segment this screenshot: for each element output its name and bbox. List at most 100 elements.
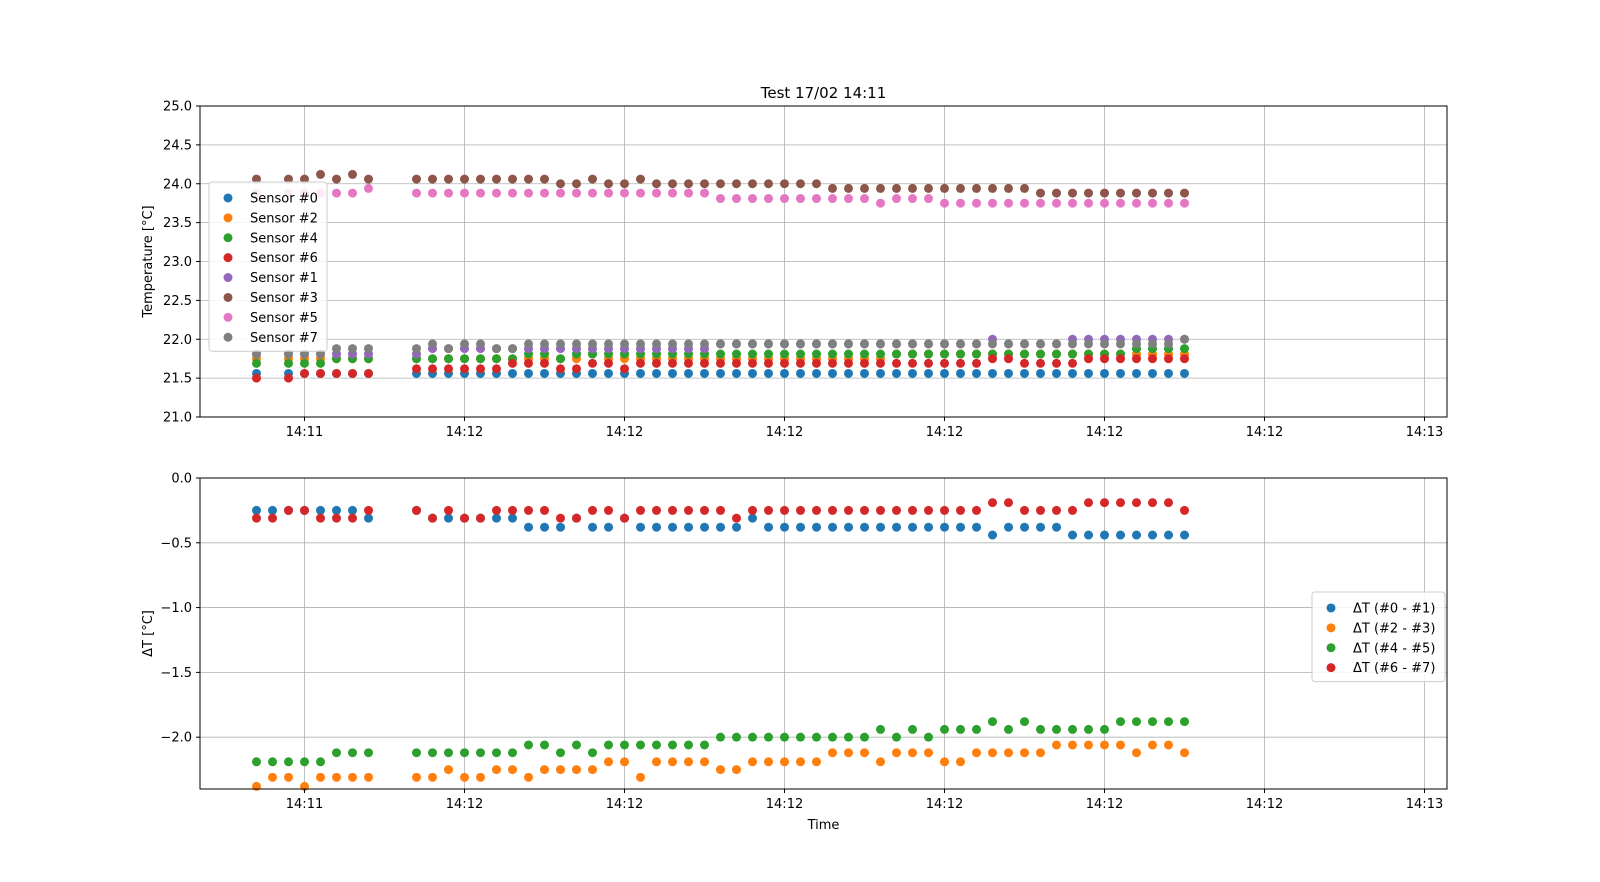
data-point [860, 368, 869, 378]
data-point [988, 748, 997, 758]
data-point [572, 179, 581, 189]
data-point [428, 354, 437, 364]
data-point [1052, 368, 1061, 378]
data-point [1100, 368, 1109, 378]
data-point [1004, 522, 1013, 532]
data-point [636, 522, 645, 532]
data-point [1036, 349, 1045, 359]
data-point [684, 740, 693, 750]
data-point [908, 358, 917, 368]
data-point [1132, 198, 1141, 208]
data-point [668, 179, 677, 189]
data-point [780, 368, 789, 378]
data-point [924, 358, 933, 368]
data-point [716, 368, 725, 378]
data-point [524, 358, 533, 368]
series-sensor-0 [252, 368, 1189, 378]
data-point [668, 188, 677, 198]
data-point [588, 748, 597, 758]
data-point [412, 505, 421, 515]
data-point [540, 740, 549, 750]
data-point [252, 358, 261, 368]
data-point [844, 522, 853, 532]
data-point [1036, 505, 1045, 515]
data-point [796, 179, 805, 189]
data-point [988, 354, 997, 364]
data-point [1036, 188, 1045, 198]
data-point [556, 364, 565, 374]
data-point [1164, 198, 1173, 208]
data-point [460, 772, 469, 782]
data-point [444, 513, 453, 523]
data-point [1180, 334, 1189, 344]
data-point [556, 354, 565, 364]
data-point [588, 188, 597, 198]
series-t-2-3 [252, 740, 1189, 791]
data-point [604, 368, 613, 378]
data-point [460, 513, 469, 523]
data-point [908, 349, 917, 359]
data-point [748, 368, 757, 378]
data-point [1164, 188, 1173, 198]
data-point [748, 194, 757, 204]
data-point [1116, 188, 1125, 198]
data-point [1052, 349, 1061, 359]
data-point [620, 339, 629, 349]
data-point [828, 522, 837, 532]
data-point [1052, 740, 1061, 750]
data-point [364, 748, 373, 758]
data-point [972, 368, 981, 378]
data-point [620, 364, 629, 374]
data-point [364, 513, 373, 523]
y-tick-label: 23.5 [163, 216, 192, 231]
x-tick-label: 14:12 [1246, 797, 1283, 812]
data-point [844, 748, 853, 758]
data-point [492, 188, 501, 198]
data-point [1020, 349, 1029, 359]
data-point [636, 772, 645, 782]
y-tick-label: 24.5 [163, 138, 192, 153]
data-point [1020, 183, 1029, 193]
data-point [1020, 522, 1029, 532]
data-point [252, 174, 261, 184]
data-point [860, 358, 869, 368]
data-point [1084, 530, 1093, 540]
data-point [444, 174, 453, 184]
data-point [1052, 358, 1061, 368]
legend-marker [223, 233, 233, 243]
data-point [492, 364, 501, 374]
data-point [284, 358, 293, 368]
data-point [476, 188, 485, 198]
data-point [812, 368, 821, 378]
data-point [812, 757, 821, 767]
data-point [636, 740, 645, 750]
data-point [1148, 198, 1157, 208]
data-point [892, 522, 901, 532]
data-point [700, 339, 709, 349]
data-point [732, 339, 741, 349]
data-point [604, 522, 613, 532]
legend-marker [223, 312, 233, 322]
data-point [1020, 717, 1029, 727]
data-point [956, 339, 965, 349]
data-point [828, 349, 837, 359]
data-point [828, 339, 837, 349]
data-point [572, 364, 581, 374]
data-point [796, 349, 805, 359]
data-point [876, 183, 885, 193]
data-point [540, 339, 549, 349]
data-point [1132, 368, 1141, 378]
data-point [652, 740, 661, 750]
data-point [828, 358, 837, 368]
data-point [428, 772, 437, 782]
data-point [508, 368, 517, 378]
data-point [732, 522, 741, 532]
data-point [1148, 368, 1157, 378]
series-sensor-3 [252, 169, 1189, 198]
data-point [668, 505, 677, 515]
data-point [508, 188, 517, 198]
data-point [828, 194, 837, 204]
data-point [316, 505, 325, 515]
data-point [460, 188, 469, 198]
data-point [412, 748, 421, 758]
